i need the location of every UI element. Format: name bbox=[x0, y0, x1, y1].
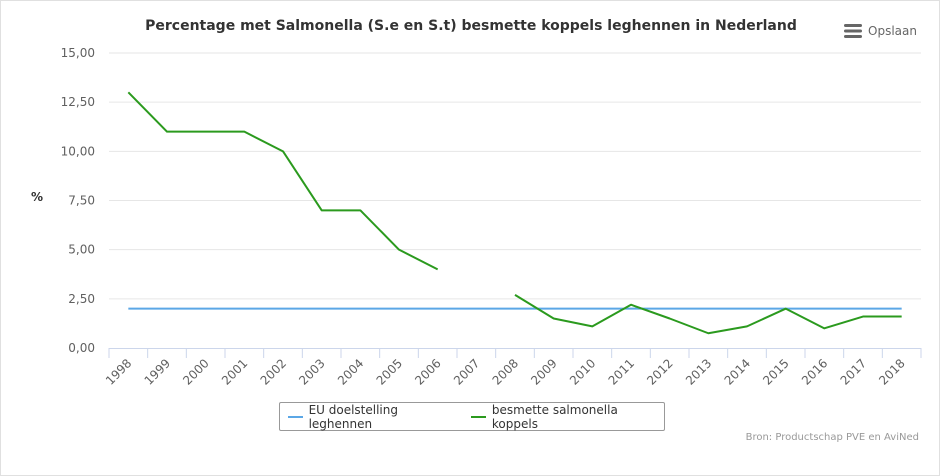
y-tick-label: 0,00 bbox=[68, 341, 95, 355]
x-tick-label: 2000 bbox=[180, 356, 211, 387]
x-tick-label: 2012 bbox=[644, 356, 675, 387]
x-tick-label: 2006 bbox=[412, 356, 443, 387]
chart-title: Percentage met Salmonella (S.e en S.t) b… bbox=[145, 18, 797, 34]
x-tick-label: 2008 bbox=[490, 356, 521, 387]
x-tick-label: 2017 bbox=[838, 356, 869, 387]
y-tick-label: 15,00 bbox=[61, 46, 95, 60]
hamburger-icon bbox=[844, 24, 863, 38]
x-tick-label: 1998 bbox=[103, 356, 134, 387]
x-tick-label: 2011 bbox=[606, 356, 637, 387]
x-tick-label: 2018 bbox=[876, 356, 907, 387]
y-tick-label: 10,00 bbox=[61, 144, 95, 158]
y-tick-label: 7,50 bbox=[68, 194, 95, 208]
x-tick-label: 2001 bbox=[219, 356, 250, 387]
y-tick-label: 5,00 bbox=[68, 243, 95, 257]
x-tick-label: 2007 bbox=[451, 356, 482, 387]
source-credit: Bron: Productschap PVE en AviNed bbox=[745, 432, 919, 443]
x-tick-label: 2013 bbox=[683, 356, 714, 387]
legend-item-eu[interactable]: EU doelstelling leghennen bbox=[288, 403, 451, 431]
x-tick-label: 2014 bbox=[722, 356, 753, 387]
x-tick-label: 2005 bbox=[374, 356, 405, 387]
x-tick-label: 2015 bbox=[760, 356, 791, 387]
x-tick-label: 2016 bbox=[799, 356, 830, 387]
y-axis-label: % bbox=[31, 190, 43, 204]
x-tick-label: 2010 bbox=[567, 356, 598, 387]
legend-swatch bbox=[471, 415, 486, 418]
legend: EU doelstelling leghennen besmette salmo… bbox=[279, 402, 665, 431]
series-line-1 bbox=[127, 91, 902, 335]
legend-label: EU doelstelling leghennen bbox=[308, 402, 398, 431]
x-tick-label: 2002 bbox=[258, 356, 289, 387]
legend-item-salmonella[interactable]: besmette salmonella koppels bbox=[471, 403, 652, 431]
x-tick-label: 2004 bbox=[335, 356, 366, 387]
export-menu-label: Opslaan bbox=[868, 24, 917, 38]
export-menu-button[interactable]: Opslaan bbox=[844, 23, 917, 39]
x-tick-label: 2009 bbox=[528, 356, 559, 387]
x-tick-label: 1999 bbox=[142, 356, 173, 387]
legend-label: besmette salmonella koppels bbox=[491, 402, 618, 431]
legend-swatch bbox=[288, 415, 303, 418]
x-tick-label: 2003 bbox=[296, 356, 327, 387]
y-tick-label: 12,50 bbox=[61, 95, 95, 109]
y-tick-label: 2,50 bbox=[68, 292, 95, 306]
